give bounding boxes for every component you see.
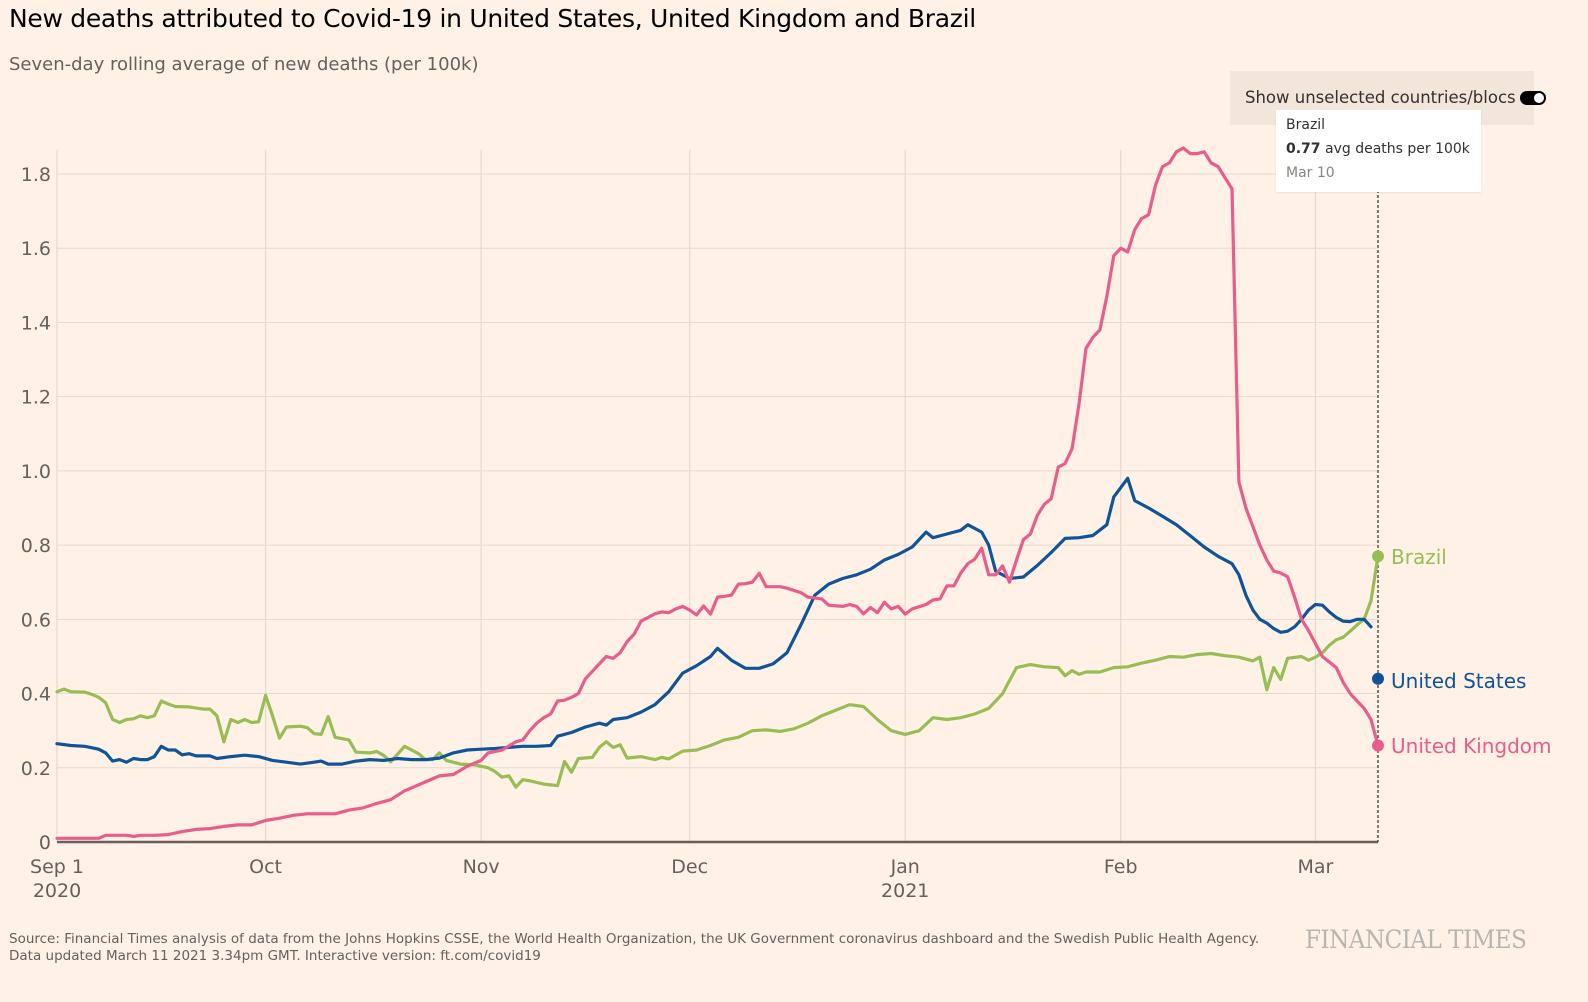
- tooltip-value-line: 0.77 avg deaths per 100k: [1286, 141, 1470, 157]
- tooltip-country: Brazil: [1286, 117, 1326, 133]
- tooltip-date: Mar 10: [1286, 165, 1335, 181]
- y-tick-label: 0.6: [21, 609, 51, 631]
- series-line-united-kingdom: [55, 146, 1380, 840]
- tooltip-value-suffix: avg deaths per 100k: [1320, 141, 1470, 157]
- chart-subtitle: Seven-day rolling average of new deaths …: [9, 54, 479, 75]
- end-marker-united-states: [1372, 672, 1384, 685]
- show-unselected-toggle[interactable]: [1520, 91, 1546, 105]
- end-marker-brazil: [1372, 550, 1384, 563]
- chart-title: New deaths attributed to Covid-19 in Uni…: [9, 4, 976, 33]
- x-tick-label: Sep 1: [30, 856, 84, 878]
- y-tick-label: 0.4: [21, 684, 51, 706]
- x-tick-sublabel: 2021: [881, 880, 929, 902]
- series-label-united-kingdom: United Kingdom: [1391, 734, 1552, 758]
- toggle-knob: [1534, 93, 1544, 103]
- y-tick-label: 0.8: [21, 535, 51, 557]
- y-tick-label: 1.6: [21, 238, 51, 260]
- x-tick-label: Oct: [249, 856, 282, 878]
- series-label-united-states: United States: [1391, 669, 1526, 693]
- y-tick-label: 1.0: [21, 461, 51, 483]
- x-tick-sublabel: 2020: [33, 880, 81, 902]
- end-marker-united-kingdom: [1372, 739, 1384, 752]
- y-tick-label: 0: [39, 832, 51, 854]
- x-tick-label: Mar: [1297, 856, 1333, 878]
- tooltip: Brazil 0.77 avg deaths per 100k Mar 10: [1276, 110, 1481, 192]
- y-tick-label: 1.4: [21, 312, 51, 334]
- y-tick-label: 0.2: [21, 758, 51, 780]
- tooltip-value: 0.77: [1286, 141, 1321, 157]
- footer: Source: Financial Times analysis of data…: [9, 931, 1279, 965]
- x-tick-label: Dec: [671, 856, 708, 878]
- x-tick-label: Feb: [1104, 856, 1138, 878]
- ft-logo: FINANCIAL TIMES: [1305, 925, 1527, 954]
- updated-note: Data updated March 11 2021 3.34pm GMT. I…: [9, 948, 541, 964]
- series-label-brazil: Brazil: [1391, 545, 1447, 569]
- source-note: Source: Financial Times analysis of data…: [9, 931, 1260, 947]
- y-tick-label: 1.2: [21, 387, 51, 409]
- x-tick-label: Nov: [463, 856, 500, 878]
- series-line-united-states: [55, 476, 1373, 766]
- toggle-label: Show unselected countries/blocs: [1245, 88, 1516, 107]
- y-tick-label: 1.8: [21, 164, 51, 186]
- x-tick-label: Jan: [890, 856, 920, 878]
- series-line-brazil: [55, 554, 1380, 789]
